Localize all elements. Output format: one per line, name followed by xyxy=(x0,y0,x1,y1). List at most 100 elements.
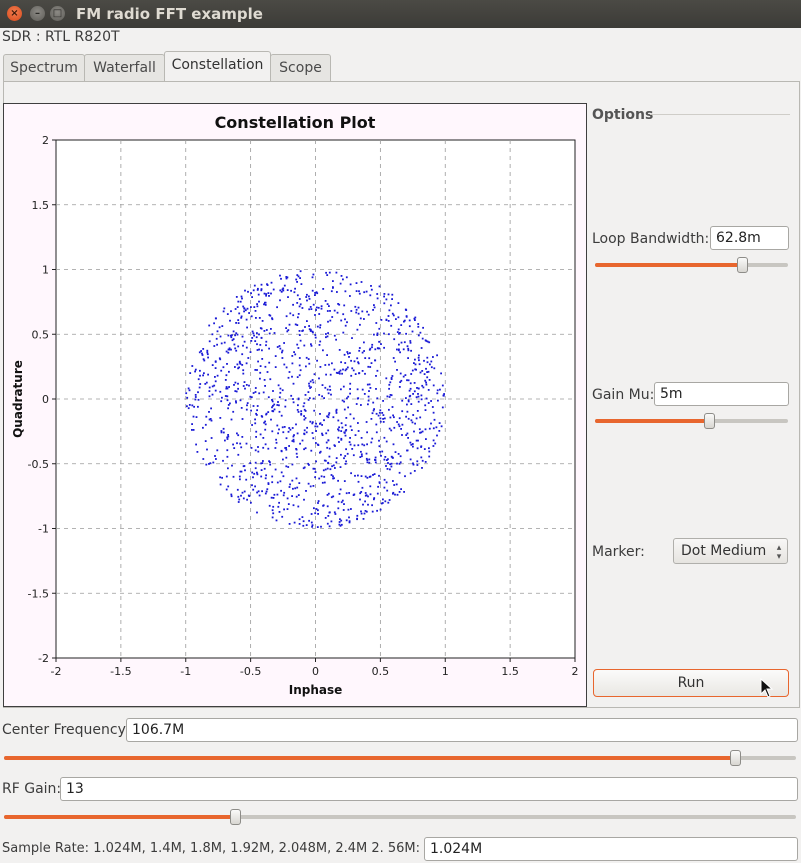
constellation-point xyxy=(204,423,207,426)
constellation-point xyxy=(338,426,340,429)
constellation-point xyxy=(419,431,421,434)
slider-handle[interactable] xyxy=(704,413,715,429)
run-button[interactable]: Run xyxy=(593,669,789,697)
tab-scope[interactable]: Scope xyxy=(270,54,331,83)
constellation-point xyxy=(359,492,362,495)
constellation-point xyxy=(312,273,315,276)
gain-mu-slider[interactable] xyxy=(595,413,788,429)
constellation-point xyxy=(376,397,379,400)
constellation-point xyxy=(337,500,340,503)
slider-handle[interactable] xyxy=(737,257,748,273)
constellation-point xyxy=(246,402,249,404)
constellation-point xyxy=(266,488,269,491)
constellation-point xyxy=(281,426,284,429)
gain-mu-input[interactable] xyxy=(654,382,789,406)
constellation-point xyxy=(286,289,289,291)
constellation-point xyxy=(227,351,230,354)
maximize-window-icon[interactable]: □ xyxy=(50,6,65,21)
constellation-point xyxy=(272,288,275,291)
constellation-point xyxy=(300,410,303,413)
constellation-point xyxy=(344,463,347,465)
constellation-point xyxy=(296,294,299,297)
constellation-point xyxy=(271,406,273,409)
constellation-point xyxy=(226,363,228,365)
constellation-point xyxy=(312,397,315,400)
constellation-point xyxy=(220,369,223,372)
constellation-point xyxy=(347,395,350,398)
constellation-point xyxy=(360,512,363,515)
constellation-point xyxy=(360,281,363,283)
constellation-point xyxy=(430,366,433,369)
constellation-point xyxy=(279,347,282,350)
center-frequency-slider[interactable] xyxy=(4,750,796,766)
constellation-point xyxy=(341,372,343,375)
tab-constellation[interactable]: Constellation xyxy=(164,51,271,83)
constellation-point xyxy=(205,381,208,384)
constellation-point xyxy=(252,289,255,292)
constellation-point xyxy=(256,511,258,514)
constellation-point xyxy=(208,386,211,389)
close-window-icon[interactable]: × xyxy=(7,6,22,21)
constellation-point xyxy=(421,337,424,340)
constellation-point xyxy=(274,468,277,471)
marker-select[interactable]: Dot Medium ▴ ▾ xyxy=(673,538,788,564)
constellation-point xyxy=(371,412,374,415)
rf-gain-input[interactable] xyxy=(60,777,798,801)
constellation-point xyxy=(283,426,286,428)
constellation-point xyxy=(340,501,343,504)
constellation-point xyxy=(414,358,416,361)
constellation-point xyxy=(293,434,295,436)
constellation-point xyxy=(328,305,330,307)
constellation-point xyxy=(346,366,349,369)
tab-spectrum[interactable]: Spectrum xyxy=(3,54,85,83)
constellation-point xyxy=(260,415,263,417)
loop-bandwidth-input[interactable] xyxy=(710,226,789,250)
center-frequency-input[interactable] xyxy=(126,718,798,742)
constellation-point xyxy=(311,276,314,279)
constellation-point xyxy=(303,418,306,421)
constellation-point xyxy=(385,440,388,443)
constellation-point xyxy=(357,444,360,447)
sample-rate-input[interactable] xyxy=(424,837,798,861)
constellation-point xyxy=(326,522,329,525)
constellation-point xyxy=(361,388,364,391)
constellation-point xyxy=(424,409,427,411)
constellation-point xyxy=(329,310,331,312)
constellation-point xyxy=(317,306,320,309)
constellation-point xyxy=(234,381,237,384)
loop-bandwidth-slider[interactable] xyxy=(595,257,788,273)
constellation-point xyxy=(205,463,208,466)
constellation-point xyxy=(374,458,376,461)
constellation-point xyxy=(407,349,410,352)
constellation-point xyxy=(356,514,359,517)
constellation-point xyxy=(291,427,294,429)
slider-handle[interactable] xyxy=(730,750,741,766)
constellation-point xyxy=(278,501,280,504)
constellation-point xyxy=(303,344,306,347)
constellation-point xyxy=(210,407,212,410)
constellation-point xyxy=(308,464,310,466)
slider-handle[interactable] xyxy=(230,809,241,825)
constellation-point xyxy=(347,508,350,511)
constellation-point xyxy=(194,370,196,373)
tab-waterfall[interactable]: Waterfall xyxy=(84,54,165,83)
constellation-point xyxy=(277,432,279,435)
constellation-point xyxy=(268,361,271,364)
constellation-point xyxy=(358,349,361,352)
constellation-point xyxy=(207,356,209,359)
constellation-point xyxy=(194,398,197,401)
constellation-point xyxy=(255,412,257,415)
constellation-point xyxy=(271,317,273,320)
constellation-point xyxy=(291,355,294,357)
constellation-point xyxy=(288,371,291,373)
constellation-point xyxy=(388,383,391,386)
constellation-point xyxy=(425,397,428,400)
constellation-point xyxy=(334,513,337,515)
constellation-point xyxy=(324,468,327,471)
constellation-point xyxy=(294,287,296,290)
rf-gain-slider[interactable] xyxy=(4,809,796,825)
constellation-point xyxy=(314,476,316,479)
constellation-point xyxy=(272,497,275,499)
minimize-window-icon[interactable]: – xyxy=(30,6,45,21)
constellation-point xyxy=(390,378,393,380)
